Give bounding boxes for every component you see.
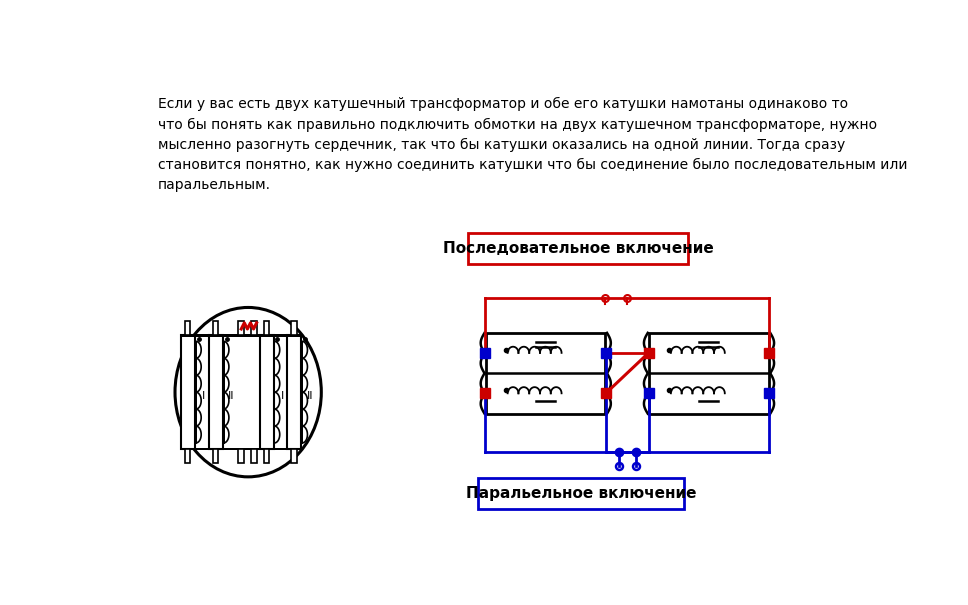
Bar [291,321,296,335]
Text: II: II [228,391,234,401]
Text: Если у вас есть двух катушечный трансформатор и обе его катушки намотаны одинако: Если у вас есть двух катушечный трансфор… [158,97,908,192]
Bar [291,449,296,463]
Bar [213,449,218,463]
Text: I: I [281,391,284,401]
Bar [263,321,269,335]
Bar [238,449,244,463]
Text: Последовательное включение: Последовательное включение [442,241,713,256]
Text: II: II [307,391,313,401]
Bar [181,335,301,337]
Bar [477,479,684,509]
Bar [486,333,605,414]
Bar [213,321,218,335]
Bar [181,448,301,450]
Text: I: I [202,391,205,401]
Bar [185,321,191,335]
Bar [209,335,223,449]
Bar [259,335,274,449]
Bar [252,449,257,463]
Bar [263,449,269,463]
Bar [252,321,257,335]
Bar [287,335,301,449]
Bar [650,333,769,414]
Bar [238,321,244,335]
Text: Паральельное включение: Паральельное включение [466,486,696,502]
Bar [469,233,688,264]
Ellipse shape [175,307,321,477]
Bar [181,335,195,449]
Bar [185,449,191,463]
